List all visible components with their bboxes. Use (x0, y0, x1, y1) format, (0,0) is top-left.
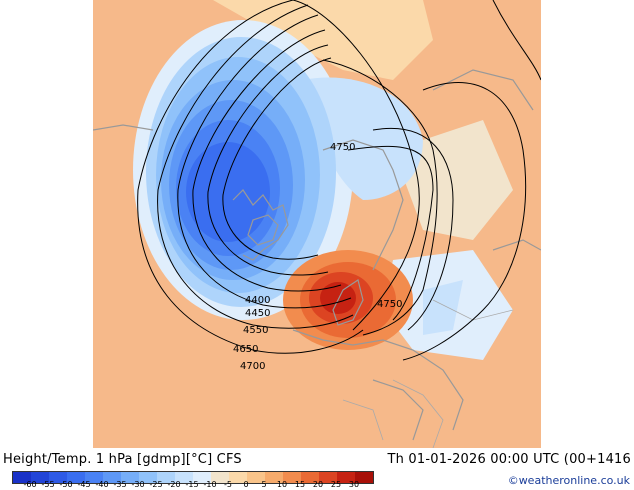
legend-swatch (301, 472, 319, 483)
legend-swatch (211, 472, 229, 483)
legend-swatch (85, 472, 103, 483)
height-contours (137, 0, 541, 361)
legend-swatch (31, 472, 49, 483)
temperature-field-light (393, 120, 513, 240)
legend-tick-label: -15 (185, 480, 199, 489)
legend-tick-label: -60 (23, 480, 37, 489)
legend-tick-label: -45 (77, 480, 91, 489)
temperature-field-blue (423, 280, 463, 335)
legend-tick-label: -10 (203, 480, 217, 489)
legend-tick-label: -5 (224, 480, 232, 489)
map-canvas: 4400 4450 4550 4650 4700 4750 4750 (93, 0, 541, 448)
legend-swatch (13, 472, 31, 483)
legend-swatch (157, 472, 175, 483)
weather-map: 4400 4450 4550 4650 4700 4750 4750 (93, 0, 541, 448)
legend-tick-label: -25 (149, 480, 163, 489)
legend-swatch (121, 472, 139, 483)
legend-tick-label: -30 (131, 480, 145, 489)
map-title: Height/Temp. 1 hPa [gdmp][°C] CFS (3, 452, 242, 467)
contour-label: 4750 (330, 142, 355, 153)
legend-swatch (139, 472, 157, 483)
cold-vortex-core (186, 142, 270, 242)
legend-swatch (193, 472, 211, 483)
legend-tick-label: 0 (243, 480, 249, 489)
coastlines (93, 69, 541, 441)
legend-swatch (265, 472, 283, 483)
legend-tick-label: 5 (261, 480, 267, 489)
legend-tick-label: 20 (312, 480, 324, 489)
legend-tick-label: -20 (167, 480, 181, 489)
legend-tick-label: 30 (348, 480, 360, 489)
legend-swatch (67, 472, 85, 483)
legend-swatch (319, 472, 337, 483)
legend-tick-label: -55 (41, 480, 55, 489)
legend-swatch (49, 472, 67, 483)
color-legend-ticks: -60 -55 -50 -45 -40 -35 -30 -25 -20 -15 -10 -5 0 5 10 1… (12, 480, 359, 490)
credit-link[interactable]: ©weatheronline.co.uk (507, 474, 630, 487)
legend-swatch (103, 472, 121, 483)
contour-label: 4700 (240, 361, 265, 372)
contour-label: 4750 (377, 299, 402, 310)
legend-swatch (229, 472, 247, 483)
legend-swatch (283, 472, 301, 483)
legend-tick-label: -40 (95, 480, 109, 489)
legend-tick-label: 25 (330, 480, 342, 489)
legend-swatch (247, 472, 265, 483)
legend-swatch (337, 472, 355, 483)
contour-label: 4650 (233, 344, 258, 355)
warm-anomaly-core (320, 282, 356, 314)
contour-label: 4400 (245, 295, 270, 306)
legend-swatch (355, 472, 373, 483)
legend-tick-label: -50 (59, 480, 73, 489)
legend-tick-label: -35 (113, 480, 127, 489)
contour-label: 4450 (245, 308, 270, 319)
legend-tick-label: 10 (276, 480, 288, 489)
valid-time: Th 01-01-2026 00:00 UTC (00+1416 (387, 452, 631, 467)
contour-label: 4550 (243, 325, 268, 336)
color-legend (12, 471, 374, 484)
temperature-field-light (213, 0, 433, 80)
legend-tick-label: 15 (294, 480, 306, 489)
legend-swatch (175, 472, 193, 483)
